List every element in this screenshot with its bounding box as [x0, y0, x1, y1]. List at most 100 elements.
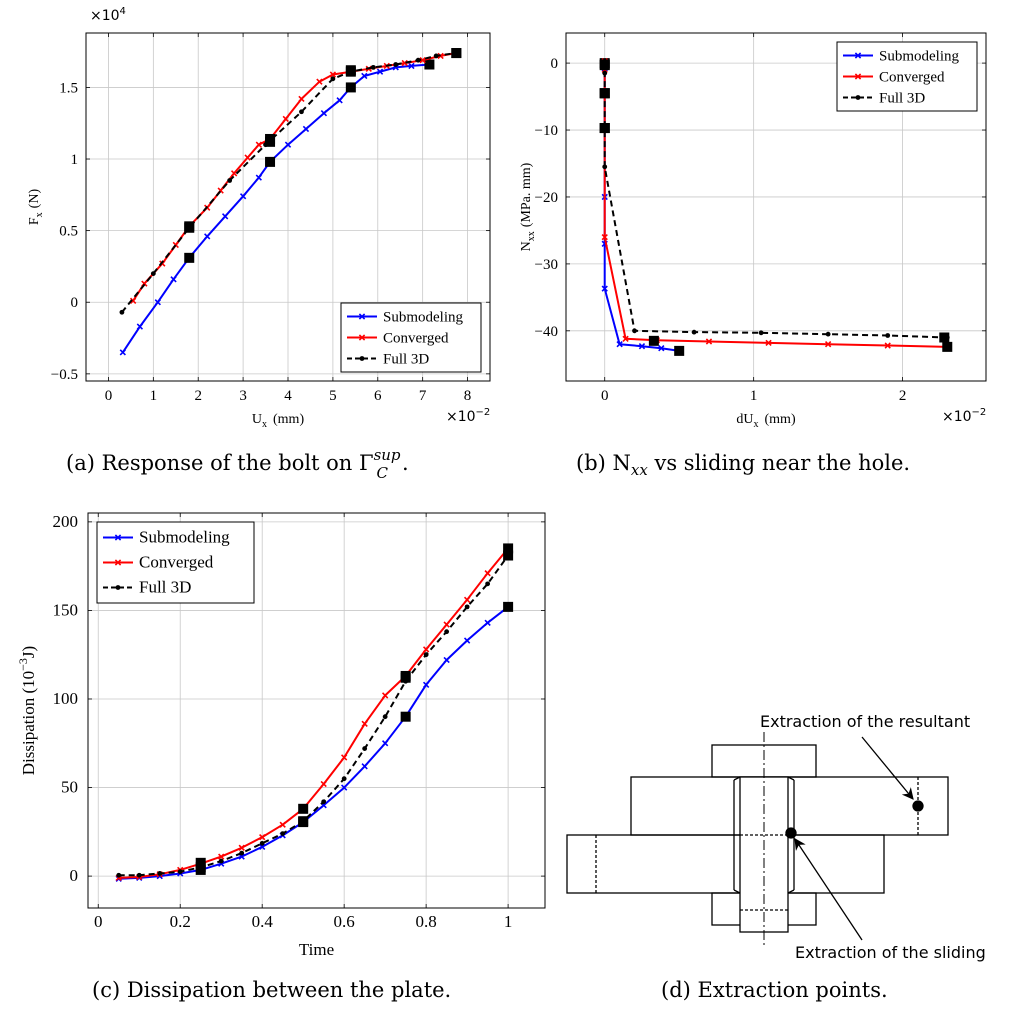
- data-point-submodeling: [259, 843, 266, 851]
- legend-label-converged: Converged: [139, 553, 214, 572]
- data-point-converged: [230, 170, 238, 177]
- legend-label-full3d: Full 3D: [139, 578, 191, 597]
- y-tick-label: −20: [535, 190, 558, 206]
- x-tick-label: 0.2: [170, 912, 191, 931]
- data-point-full3d: [632, 328, 637, 334]
- resultant-arrow: [861, 736, 914, 800]
- data-point-full3d: [691, 329, 697, 335]
- data-point-full3d: [330, 76, 336, 82]
- legend-marker-converged: [854, 73, 862, 80]
- data-point-submodeling: [255, 174, 262, 181]
- data-point-converged: [341, 754, 348, 761]
- panel-a-caption: (a) Response of the bolt on Γsup C.: [66, 446, 409, 482]
- panel-d-caption: (d) Extraction points.: [661, 978, 888, 1002]
- panel-c-chart: 0 0.2 0.4 0.6 0.8 1 0 50 100 150 200 Time Dissipatio…: [16, 512, 546, 959]
- legend-marker-full3d: [115, 585, 121, 590]
- square-marker: [400, 711, 411, 722]
- data-point-full3d: [116, 872, 122, 878]
- chamfer: [787, 776, 795, 781]
- data-point-converged: [422, 646, 430, 653]
- data-point-full3d: [341, 776, 347, 782]
- data-point-submodeling: [616, 341, 623, 348]
- y-tick-label: −0.5: [51, 367, 78, 383]
- panel-c-caption: (c) Dissipation between the plate.: [92, 978, 451, 1002]
- data-point-converged: [238, 844, 245, 851]
- data-point-full3d: [370, 64, 376, 70]
- y-multiplier: ×104: [90, 6, 126, 24]
- panel-b-chart: 0 1 2 0 −10 −20 −30 −40 dUx (mm) Nxx (MPa. mm) ×10−2…: [519, 32, 987, 430]
- chamfer: [787, 889, 795, 894]
- data-point-converged: [279, 821, 286, 828]
- square-marker: [184, 222, 195, 233]
- square-marker: [503, 543, 514, 554]
- data-point-converged: [244, 154, 251, 161]
- data-point-full3d: [227, 178, 233, 183]
- panel-d-schematic: [566, 732, 949, 948]
- y-multiplier-exp: 4: [120, 6, 126, 17]
- x-tick-label: 0.4: [252, 912, 274, 931]
- upper-plate: [630, 776, 949, 836]
- data-point-full3d: [423, 652, 429, 658]
- data-point-converged: [316, 78, 323, 85]
- x-tick-label: 5: [329, 388, 337, 404]
- data-point-full3d: [157, 871, 163, 876]
- square-marker: [599, 59, 610, 70]
- x-tick-label: 1: [150, 388, 158, 404]
- data-point-full3d: [136, 872, 142, 878]
- y-axis-label-main: N: [519, 241, 534, 251]
- square-marker: [503, 550, 514, 561]
- x-axis-label-unit: (mm): [273, 412, 304, 427]
- legend-marker-converged: [114, 559, 122, 566]
- data-point-full3d: [150, 271, 156, 276]
- data-point-submodeling: [341, 784, 348, 791]
- square-marker: [400, 672, 411, 683]
- data-point-converged: [282, 115, 289, 123]
- data-point-submodeling: [658, 345, 665, 352]
- data-point-full3d: [362, 746, 368, 751]
- data-point-submodeling: [422, 681, 430, 688]
- data-point-submodeling: [136, 323, 144, 330]
- data-point-full3d: [758, 330, 764, 336]
- data-point-full3d: [825, 331, 831, 337]
- y-tick-label: 0: [71, 295, 79, 311]
- data-point-full3d: [119, 309, 125, 315]
- y-axis-label-unit: (MPa. mm): [519, 162, 534, 227]
- data-point-submodeling: [381, 740, 389, 747]
- series-line-full3d: [121, 52, 457, 313]
- data-point-converged: [884, 342, 891, 349]
- data-point-full3d: [464, 604, 470, 610]
- resultant-label: Extraction of the resultant: [760, 712, 970, 731]
- x-multiplier-base: ×10: [446, 409, 476, 425]
- series-line-converged: [132, 52, 457, 302]
- sliding-point: [785, 827, 797, 839]
- plot-frame: [85, 32, 491, 382]
- data-point-full3d: [393, 62, 399, 67]
- x-multiplier: ×10−2: [446, 407, 490, 425]
- y-axis-label-sub: xx: [526, 231, 537, 241]
- legend-marker-full3d: [359, 356, 365, 361]
- data-point-submodeling: [408, 62, 415, 70]
- legend-marker-submodeling: [114, 534, 122, 541]
- chamfer: [733, 889, 741, 894]
- data-point-converged: [463, 596, 471, 603]
- x-tick-label: 1: [504, 912, 513, 931]
- y-tick-label: −40: [535, 324, 558, 340]
- data-point-converged: [381, 692, 389, 699]
- legend-label-submodeling: Submodeling: [139, 528, 230, 547]
- square-marker: [345, 82, 356, 93]
- series-line-submodeling: [121, 63, 430, 353]
- square-marker: [674, 345, 685, 356]
- data-point-submodeling: [238, 853, 245, 860]
- data-point-full3d: [485, 581, 491, 587]
- plot-frame: [87, 512, 546, 909]
- sliding-arrow: [794, 838, 863, 941]
- x-tick-label: 2: [899, 388, 907, 404]
- legend-marker-full3d: [855, 95, 861, 100]
- x-axis-label-main: U: [252, 412, 262, 427]
- x-axis-label-sub: x: [754, 419, 759, 430]
- data-point-full3d: [433, 53, 439, 59]
- y-tick-label: −30: [535, 257, 558, 273]
- data-point-submodeling: [284, 141, 292, 148]
- square-marker: [298, 816, 309, 827]
- x-tick-label: 8: [464, 388, 472, 404]
